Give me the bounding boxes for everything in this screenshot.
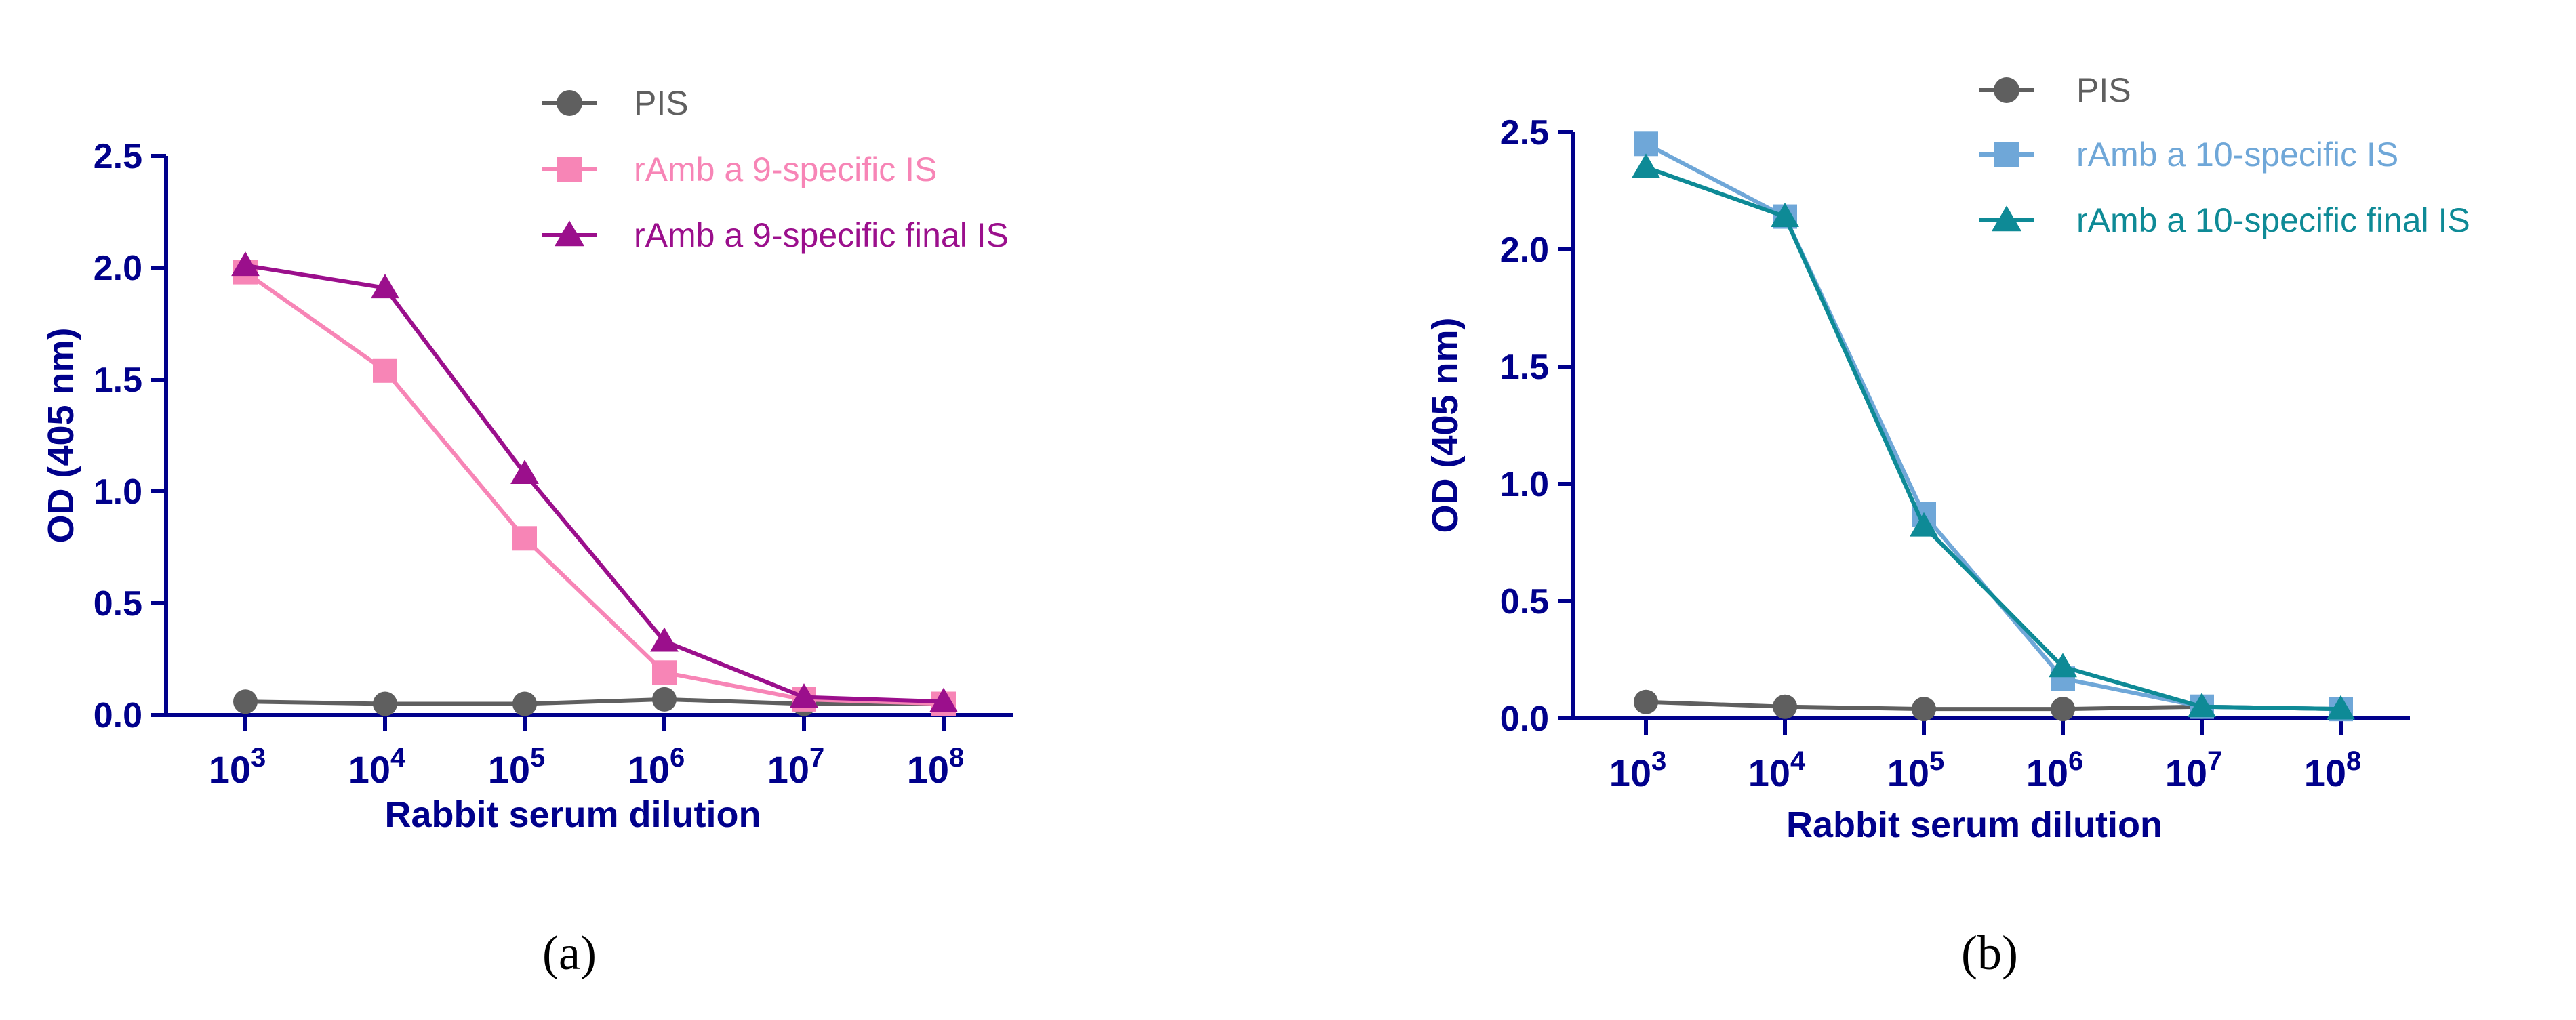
- chart-a-series-1-point: [652, 660, 677, 685]
- chart-a-legend-marker: [557, 90, 582, 116]
- chart-b-y-tick-label: 1.5: [1500, 348, 1549, 387]
- chart-b-x-axis-title: Rabbit serum dilution: [1786, 804, 2162, 845]
- chart-b-legend-label: PIS: [2076, 71, 2131, 109]
- chart-b-x-tick-label: 103: [1609, 746, 1667, 794]
- chart-a-legend-label: rAmb a 9-specific final IS: [634, 216, 1009, 254]
- chart-b-y-tick-label: 2.0: [1500, 230, 1549, 270]
- chart-a-panel-label: (a): [542, 926, 597, 980]
- chart-a-x-tick-label: 103: [209, 743, 266, 791]
- chart-a-series-1-point: [373, 358, 397, 383]
- chart-a-y-tick-label: 2.0: [94, 249, 142, 288]
- chart-a-series-2-point: [371, 274, 399, 299]
- chart-b-legend-label: rAmb a 10-specific final IS: [2076, 201, 2470, 239]
- chart-b-series-2-point: [1910, 512, 1938, 537]
- chart-b-series-2-line: [1645, 165, 2341, 712]
- chart-a-series-2-point: [231, 251, 260, 277]
- chart-b-panel-label: (b): [1961, 926, 2018, 980]
- chart-b-series-1-point: [1634, 131, 1658, 157]
- chart-b-x-tick-label: 108: [2304, 746, 2362, 794]
- chart-b-x-tick-label: 105: [1887, 746, 1945, 794]
- chart-a-x-axis-title: Rabbit serum dilution: [384, 794, 761, 835]
- chart-a-series-2-point: [790, 683, 818, 708]
- chart-a-x-tick-label: 104: [348, 743, 406, 791]
- chart-b-y-tick-label: 0.5: [1500, 582, 1549, 621]
- chart-b-series-0-point: [1912, 697, 1936, 722]
- chart-a-series-0-point: [512, 691, 537, 716]
- chart-a-series-1-line: [244, 270, 944, 706]
- chart-a-legend-marker: [554, 220, 585, 247]
- chart-b-y-tick-label: 0.0: [1500, 699, 1549, 739]
- chart-a-x-tick-label: 106: [628, 743, 685, 791]
- chart-b-x-tick-label: 107: [2165, 746, 2223, 794]
- chart-b-legend-label: rAmb a 10-specific IS: [2076, 136, 2398, 174]
- chart-b-series-2-point: [2327, 695, 2355, 720]
- chart-b-series-2-point: [2049, 653, 2077, 678]
- chart-b-y-tick-label: 1.0: [1500, 465, 1549, 504]
- chart-b-series-2-point: [2188, 693, 2216, 718]
- chart-a-y-tick-label: 0.5: [94, 584, 142, 624]
- chart-a-x-tick-label: 108: [907, 743, 965, 791]
- chart-a-series-2-point: [510, 460, 539, 484]
- chart-b-x-tick-label: 106: [2026, 746, 2084, 794]
- chart-a-x-tick-label: 105: [488, 743, 546, 791]
- chart-a-series-0-point: [233, 689, 258, 714]
- chart-a-y-tick-label: 2.5: [94, 137, 142, 176]
- chart-a-series-2-point: [929, 687, 958, 712]
- chart-a-legend-label: rAmb a 9-specific IS: [634, 150, 937, 188]
- chart-a-series-0-point: [373, 691, 397, 716]
- chart-a-x-tick-label: 107: [767, 743, 825, 791]
- chart-a-legend-marker: [557, 157, 582, 182]
- chart-b-series-0-point: [2051, 697, 2075, 722]
- chart-b-series-0-point: [1773, 694, 1797, 719]
- chart-b-series-2-point: [1771, 203, 1799, 227]
- chart-b-y-tick-label: 2.5: [1500, 113, 1549, 152]
- chart-b-legend-marker: [1991, 205, 2022, 232]
- chart-a-y-axis-title: OD (405 nm): [41, 327, 81, 543]
- chart-panel-a: 0.0 0.5 1.0 1.5 2.0 2.5 103 104 105 106 107 108 Rabb…: [41, 84, 1013, 980]
- chart-a-y-tick-label: 1.5: [94, 361, 142, 400]
- chart-b-x-tick-label: 104: [1748, 746, 1806, 794]
- chart-a-series-1-point: [512, 526, 537, 551]
- chart-b-legend-marker: [1994, 142, 2019, 167]
- chart-b-y-axis-title: OD (405 nm): [1425, 317, 1466, 533]
- chart-a-series-0-line: [245, 697, 944, 706]
- chart-a-series-2-point: [650, 627, 679, 652]
- chart-b-series-0-point: [1634, 689, 1658, 714]
- chart-a-legend-label: PIS: [634, 84, 689, 122]
- chart-a-y-tick-label: 1.0: [94, 472, 142, 512]
- chart-b-legend-marker: [1994, 77, 2019, 103]
- chart-b-series-2-point: [1632, 153, 1660, 178]
- chart-a-series-2-line: [245, 263, 944, 704]
- chart-a-y-tick-label: 0.0: [94, 696, 142, 735]
- chart-a-series-0-point: [652, 687, 677, 712]
- chart-panel-b: 0.0 0.5 1.0 1.5 2.0 2.5 103 104 105 106 107 108 Rabb…: [1425, 71, 2470, 980]
